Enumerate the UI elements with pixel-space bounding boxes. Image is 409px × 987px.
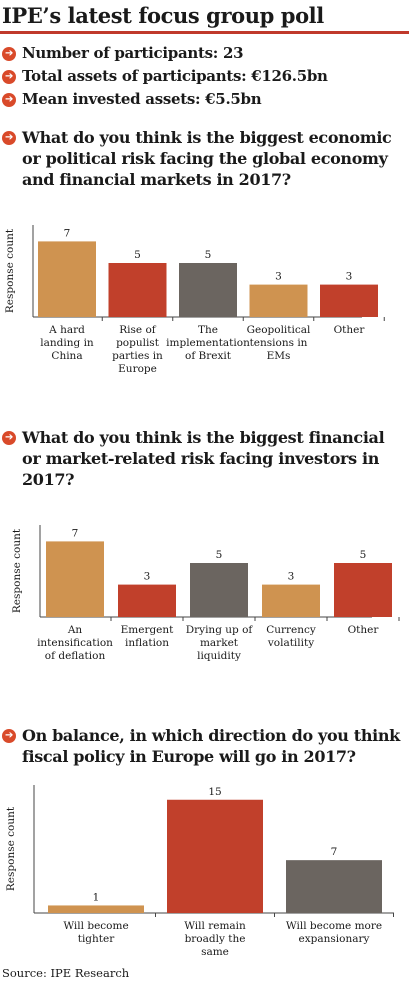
question-text: On balance, in which direction do you th… <box>22 726 400 766</box>
category-label: Drying up of market liquidity <box>186 624 254 662</box>
question-text: What do you think is the biggest economi… <box>22 128 392 189</box>
bar <box>262 584 320 617</box>
data-label: 7 <box>72 527 79 539</box>
arrow-right-circle-icon: ➔ <box>2 47 16 61</box>
category-label: Currency volatility <box>266 624 316 649</box>
bar <box>48 905 144 913</box>
title-bar: IPE’s latest focus group poll <box>0 0 409 34</box>
chart-fiscal-policy: Response count 1 Will become tighter 15 Will … <box>5 785 394 958</box>
bar <box>46 541 104 617</box>
category-label: Will become tighter <box>63 920 128 945</box>
category-label: Other <box>334 324 366 336</box>
bar <box>167 799 263 913</box>
data-label: 5 <box>216 549 223 561</box>
arrow-right-circle-icon: ➔ <box>2 70 16 84</box>
question-3: ➔ On balance, in which direction do you … <box>2 725 402 767</box>
category-label: The implementation of Brexit <box>166 324 250 362</box>
data-label: 3 <box>275 271 282 283</box>
arrow-right-circle-icon: ➔ <box>2 93 16 107</box>
arrow-right-circle-icon: ➔ <box>2 729 16 743</box>
bar <box>118 584 176 617</box>
data-label: 7 <box>331 846 338 858</box>
category-label: Will become more expansionary <box>286 920 382 945</box>
bar <box>334 563 392 617</box>
category-label: Other <box>348 624 380 636</box>
data-label: 5 <box>360 549 367 561</box>
stat-participants: ➔ Number of participants: 23 <box>2 44 244 62</box>
data-label: 3 <box>288 571 295 583</box>
bar <box>190 563 248 617</box>
bar <box>320 284 378 317</box>
category-label: A hard landing in China <box>40 324 94 362</box>
data-label: 5 <box>205 249 212 261</box>
data-label: 1 <box>93 891 100 903</box>
stat-label: Mean invested assets: €5.5bn <box>22 90 262 108</box>
bar <box>249 284 308 317</box>
data-label: 15 <box>208 786 221 798</box>
chart-economic-risk: Response count 7 A hard landing in China 5 Ris… <box>4 225 385 375</box>
data-label: 3 <box>144 571 151 583</box>
data-label: 5 <box>134 249 141 261</box>
bar <box>286 860 382 913</box>
data-label: 3 <box>346 271 353 283</box>
stat-total-assets: ➔ Total assets of participants: €126.5bn <box>2 67 328 85</box>
stat-label: Total assets of participants: €126.5bn <box>22 67 328 85</box>
question-text: What do you think is the biggest financi… <box>22 428 385 489</box>
category-label: An intensification of deflation <box>37 624 113 662</box>
data-label: 7 <box>64 227 71 239</box>
bar <box>38 241 96 317</box>
y-axis-label: Response count <box>5 806 17 891</box>
question-1: ➔ What do you think is the biggest econo… <box>2 127 402 190</box>
question-2: ➔ What do you think is the biggest finan… <box>2 427 402 490</box>
chart-market-risk: Response count 7 An intensification of defla… <box>11 525 400 662</box>
category-label: Geopolitical tensions in EMs <box>247 324 311 362</box>
y-axis-label: Response count <box>11 528 23 613</box>
arrow-right-circle-icon: ➔ <box>2 431 16 445</box>
page-title: IPE’s latest focus group poll <box>2 3 324 28</box>
category-label: Rise of populist parties in Europe <box>112 324 163 375</box>
category-label: Emergent inflation <box>121 624 175 649</box>
bar <box>179 263 237 317</box>
stat-mean-assets: ➔ Mean invested assets: €5.5bn <box>2 90 262 108</box>
arrow-right-circle-icon: ➔ <box>2 131 16 145</box>
category-label: Will remain broadly the same <box>184 920 246 958</box>
bar <box>108 263 167 317</box>
source-note: Source: IPE Research <box>2 966 130 980</box>
y-axis-label: Response count <box>4 228 16 313</box>
stat-label: Number of participants: 23 <box>22 44 244 62</box>
